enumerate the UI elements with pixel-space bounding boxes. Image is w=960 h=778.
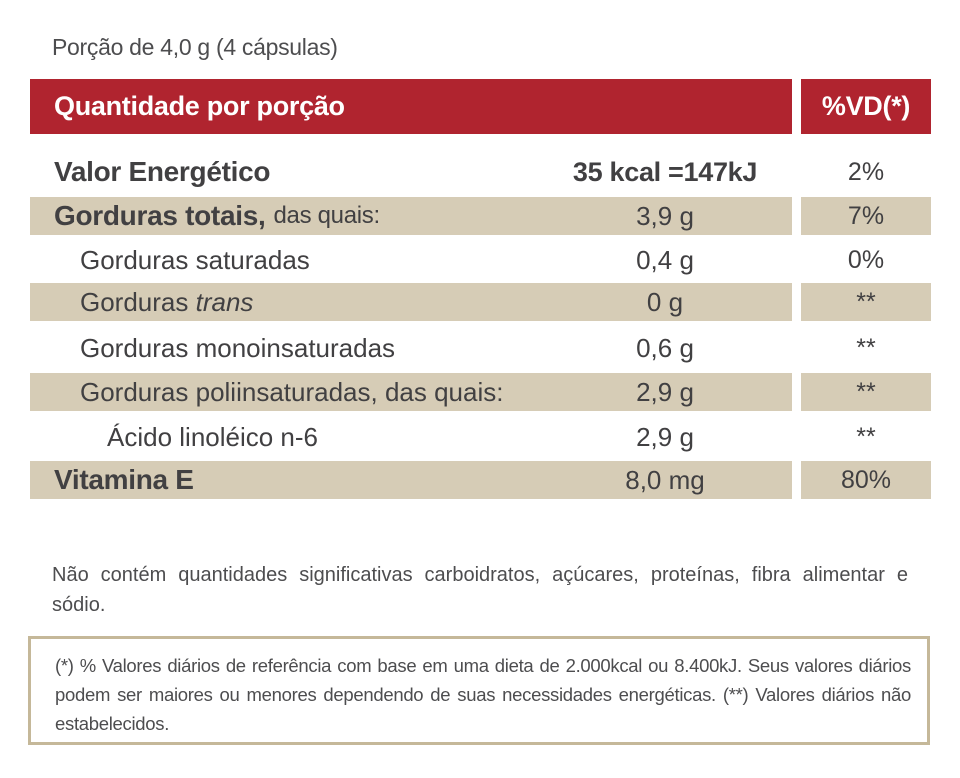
row-dv: 7%	[847, 201, 885, 230]
row-amount: 0,6 g	[636, 332, 694, 363]
table-row-linoleic-acid: Ácido linoléico n-6 2,9 g **	[0, 418, 960, 456]
row-amount: 3,9 g	[636, 200, 694, 231]
row-name-italic: trans	[195, 286, 254, 317]
table-row-vitamin-e: Vitamina E 8,0 mg 80%	[0, 461, 960, 499]
row-dv: 2%	[847, 157, 885, 186]
row-name: Ácido linoléico n-6	[107, 421, 319, 452]
table-row-total-fat: Gorduras totais, das quais: 3,9 g 7%	[0, 197, 960, 235]
row-name-main: Gorduras	[80, 286, 189, 317]
header-dv-label: %VD(*)	[821, 91, 911, 121]
row-amount: 2,9 g	[636, 421, 694, 452]
row-amount: 0,4 g	[636, 244, 694, 275]
row-dv: 0%	[847, 245, 885, 274]
header-quantity-label: Quantidade por porção	[54, 91, 345, 121]
table-row-polyunsaturated-fat: Gorduras poliinsaturadas, das quais: 2,9…	[0, 373, 960, 411]
row-name-main: Gorduras totais,	[54, 200, 266, 231]
table-header-quantity: Quantidade por porção	[30, 79, 792, 134]
table-header-dv: %VD(*)	[801, 79, 931, 134]
row-dv: **	[856, 422, 876, 451]
nutrition-note: Não contém quantidades significativas ca…	[52, 564, 908, 616]
row-name-suffix: das quais:	[273, 202, 380, 229]
table-row-trans-fat: Gorduras trans 0 g **	[0, 283, 960, 321]
table-row-energy: Valor Energético 35 kcal =147kJ 2%	[0, 153, 960, 191]
row-amount: 0 g	[646, 286, 684, 317]
table-row-monounsaturated-fat: Gorduras monoinsaturadas 0,6 g **	[0, 329, 960, 367]
row-dv: 80%	[840, 465, 892, 494]
row-name: Gorduras saturadas	[80, 244, 310, 275]
row-name: Gorduras trans	[80, 283, 253, 321]
footnote-box: (*) % Valores diários de referência com …	[28, 636, 930, 745]
row-dv: **	[856, 377, 876, 406]
row-name: Valor Energético	[54, 156, 271, 187]
row-dv: **	[856, 333, 876, 362]
row-dv: **	[856, 287, 876, 316]
row-name: Gorduras monoinsaturadas	[80, 332, 396, 363]
footnote-text: (*) % Valores diários de referência com …	[55, 655, 911, 734]
row-amount: 8,0 mg	[625, 464, 705, 495]
row-name: Gorduras poliinsaturadas, das quais:	[80, 376, 504, 407]
portion-size: Porção de 4,0 g (4 cápsulas)	[52, 34, 338, 60]
table-row-saturated-fat: Gorduras saturadas 0,4 g 0%	[0, 241, 960, 279]
row-name: Gorduras totais, das quais:	[54, 197, 380, 235]
row-amount: 2,9 g	[636, 376, 694, 407]
row-name: Vitamina E	[54, 464, 194, 495]
row-amount: 35 kcal =147kJ	[572, 156, 758, 187]
